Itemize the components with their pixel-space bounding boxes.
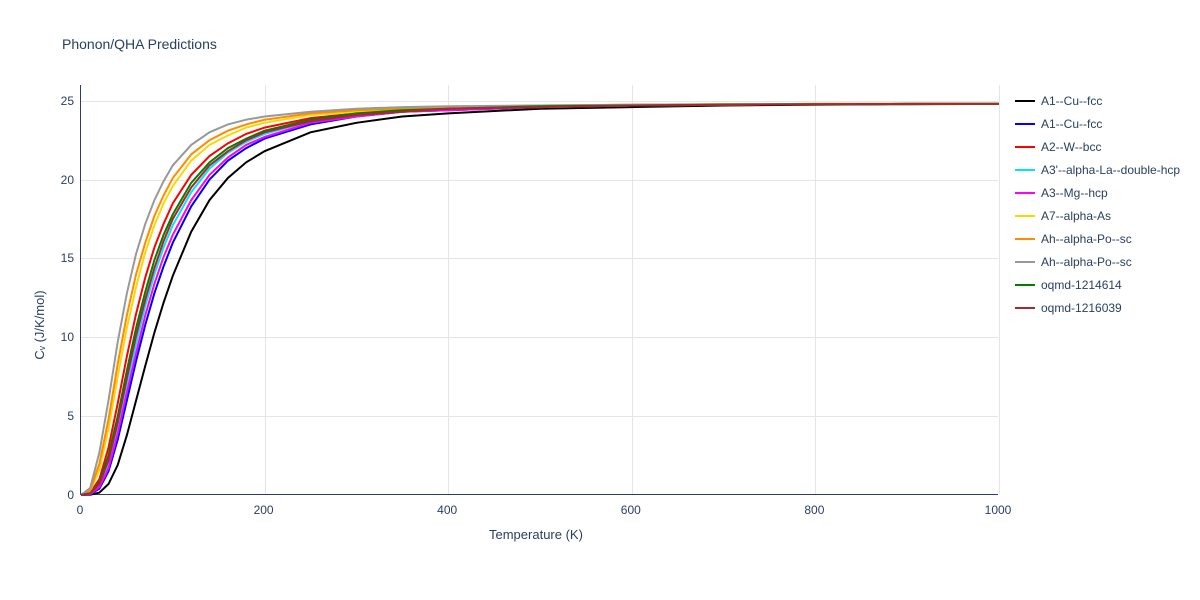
legend-label: A7--alpha-As: [1041, 209, 1111, 223]
y-tick-label: 10: [52, 330, 74, 344]
legend-label: Ah--alpha-Po--sc: [1041, 255, 1132, 269]
legend-item[interactable]: A1--Cu--fcc: [1015, 92, 1180, 110]
x-tick-label: 200: [254, 503, 274, 517]
legend-item[interactable]: A3'--alpha-La--double-hcp: [1015, 161, 1180, 179]
chart-title: Phonon/QHA Predictions: [62, 36, 217, 52]
legend-swatch: [1015, 100, 1035, 102]
legend-item[interactable]: A7--alpha-As: [1015, 207, 1180, 225]
x-axis-label: Temperature (K): [489, 527, 583, 542]
legend-item[interactable]: oqmd-1214614: [1015, 276, 1180, 294]
legend-item[interactable]: A3--Mg--hcp: [1015, 184, 1180, 202]
legend-item[interactable]: A2--W--bcc: [1015, 138, 1180, 156]
series-curve[interactable]: [81, 104, 999, 495]
y-tick-label: 0: [52, 488, 74, 502]
y-tick-label: 25: [52, 94, 74, 108]
legend-label: A1--Cu--fcc: [1041, 94, 1102, 108]
legend-swatch: [1015, 123, 1035, 125]
y-tick-label: 20: [52, 173, 74, 187]
series-curve[interactable]: [81, 104, 999, 495]
legend-swatch: [1015, 284, 1035, 286]
gridline-v: [999, 85, 1000, 494]
series-curve[interactable]: [81, 104, 999, 495]
legend-swatch: [1015, 261, 1035, 263]
y-tick-label: 15: [52, 251, 74, 265]
series-curve[interactable]: [81, 104, 999, 495]
legend: A1--Cu--fcc A1--Cu--fcc A2--W--bcc A3'--alp…: [1015, 92, 1180, 322]
series-curve[interactable]: [81, 104, 999, 495]
legend-swatch: [1015, 169, 1035, 171]
series-curve[interactable]: [81, 104, 999, 495]
legend-label: A1--Cu--fcc: [1041, 117, 1102, 131]
y-tick-label: 5: [52, 409, 74, 423]
x-tick-label: 0: [77, 503, 84, 517]
legend-label: A3--Mg--hcp: [1041, 186, 1108, 200]
legend-item[interactable]: Ah--alpha-Po--sc: [1015, 253, 1180, 271]
series-curve[interactable]: [81, 104, 999, 495]
legend-swatch: [1015, 307, 1035, 309]
legend-label: oqmd-1216039: [1041, 301, 1122, 315]
legend-item[interactable]: A1--Cu--fcc: [1015, 115, 1180, 133]
legend-item[interactable]: Ah--alpha-Po--sc: [1015, 230, 1180, 248]
legend-swatch: [1015, 192, 1035, 194]
x-tick-label: 400: [437, 503, 457, 517]
x-tick-label: 1000: [985, 503, 1012, 517]
plot-area: [80, 85, 998, 495]
legend-swatch: [1015, 238, 1035, 240]
x-tick-label: 800: [804, 503, 824, 517]
legend-label: oqmd-1214614: [1041, 278, 1122, 292]
legend-item[interactable]: oqmd-1216039: [1015, 299, 1180, 317]
x-tick-label: 600: [621, 503, 641, 517]
y-axis-label: Cᵥ (J/K/mol): [32, 290, 47, 359]
series-curve[interactable]: [81, 104, 999, 495]
legend-swatch: [1015, 215, 1035, 217]
legend-label: Ah--alpha-Po--sc: [1041, 232, 1132, 246]
chart-curves: [81, 85, 999, 495]
legend-label: A3'--alpha-La--double-hcp: [1041, 163, 1180, 177]
series-curve[interactable]: [81, 104, 999, 495]
legend-swatch: [1015, 146, 1035, 148]
series-curve[interactable]: [81, 104, 999, 495]
legend-label: A2--W--bcc: [1041, 140, 1101, 154]
